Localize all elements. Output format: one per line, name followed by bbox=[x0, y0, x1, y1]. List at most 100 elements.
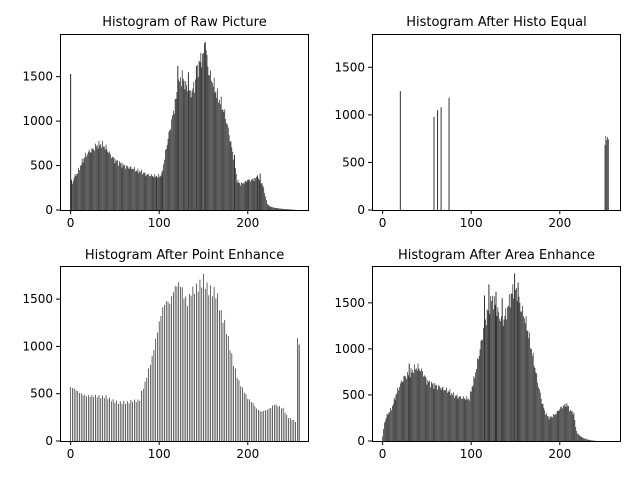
histogram-bar bbox=[565, 406, 567, 441]
histogram-bar bbox=[153, 349, 155, 441]
histogram-bar bbox=[412, 369, 414, 441]
histogram-bar bbox=[391, 410, 392, 441]
histogram-bar bbox=[158, 321, 160, 441]
histogram-bar bbox=[592, 440, 593, 441]
histogram-bar bbox=[245, 394, 247, 441]
histogram-bar bbox=[273, 404, 275, 441]
histogram-bar bbox=[285, 209, 287, 210]
histogram-bar bbox=[263, 411, 265, 441]
y-tick-label: 0 bbox=[357, 434, 365, 448]
histogram-bar bbox=[168, 131, 170, 210]
histogram-bar bbox=[175, 98, 177, 210]
histogram-bar bbox=[569, 411, 570, 441]
histogram-bar bbox=[531, 348, 532, 441]
histogram-bar bbox=[132, 168, 133, 210]
histogram-bar bbox=[272, 207, 273, 210]
histogram-bar bbox=[131, 169, 133, 210]
x-tick-label: 100 bbox=[148, 447, 171, 461]
histogram-bar bbox=[128, 169, 130, 210]
plot-ticks: 0 100 200 0 500 1000 1500 bbox=[22, 70, 259, 230]
histogram-bar bbox=[385, 418, 387, 441]
histogram-bar bbox=[255, 178, 257, 210]
histogram-bar bbox=[522, 305, 523, 441]
histogram-bar bbox=[584, 438, 585, 441]
histogram-bar bbox=[284, 412, 286, 441]
histogram-bar bbox=[95, 143, 96, 210]
histogram-bar bbox=[473, 375, 475, 441]
x-tick-label: 0 bbox=[379, 216, 387, 230]
histogram-bar bbox=[404, 375, 406, 441]
subplot-area-enhance: Histogram After Area Enhance 0 100 200 0 500… bbox=[334, 248, 621, 461]
histogram-bar bbox=[436, 385, 438, 441]
histogram-bar bbox=[250, 401, 252, 441]
y-tick-label: 500 bbox=[342, 155, 365, 169]
histogram-bar bbox=[471, 386, 473, 441]
histogram-bar bbox=[253, 181, 255, 210]
histogram-bar bbox=[276, 208, 278, 210]
histogram-bar bbox=[560, 407, 562, 441]
histogram-bar bbox=[486, 309, 488, 441]
plot-ticks: 0 100 200 0 500 1000 1500 bbox=[22, 292, 259, 461]
histogram-bar bbox=[502, 326, 504, 441]
histogram-bar bbox=[211, 80, 212, 210]
histogram-bar bbox=[466, 396, 468, 441]
histogram-bar bbox=[111, 156, 113, 210]
histogram-bar bbox=[589, 440, 591, 441]
histogram-bar bbox=[469, 400, 470, 441]
histogram-bar bbox=[194, 92, 195, 210]
y-tick-label: 1500 bbox=[334, 60, 365, 74]
histogram-bar bbox=[220, 310, 222, 441]
histogram-bar bbox=[205, 50, 207, 211]
histogram-bar bbox=[489, 314, 491, 441]
histogram-bar bbox=[510, 293, 512, 441]
histogram-bar bbox=[151, 355, 153, 441]
histogram-bar bbox=[150, 174, 152, 210]
histogram-bar bbox=[76, 173, 78, 210]
histogram-bar bbox=[137, 168, 139, 210]
histogram-bar bbox=[209, 75, 211, 210]
histogram-bar bbox=[418, 368, 420, 441]
histogram-bar bbox=[454, 397, 455, 441]
histogram-bar bbox=[483, 328, 484, 441]
histogram-bar bbox=[187, 306, 188, 441]
histogram-bar bbox=[251, 179, 253, 210]
histogram-bar bbox=[249, 179, 250, 210]
y-tick-label: 1500 bbox=[22, 70, 53, 84]
histogram-bar bbox=[438, 385, 439, 441]
histogram-spike bbox=[514, 273, 516, 441]
histogram-bar bbox=[230, 140, 232, 210]
histogram-bar bbox=[100, 398, 102, 441]
histogram-bar bbox=[140, 172, 141, 210]
histogram-bar bbox=[118, 161, 120, 210]
histogram-bar bbox=[282, 407, 284, 441]
histogram-bar bbox=[476, 369, 477, 441]
histogram-bar bbox=[165, 301, 167, 441]
histogram-bar bbox=[543, 407, 545, 441]
histogram-bar bbox=[215, 91, 217, 210]
histogram-bar bbox=[158, 177, 160, 210]
histogram-bar bbox=[482, 339, 484, 441]
histogram-spike bbox=[440, 107, 442, 210]
histogram-bar bbox=[425, 377, 427, 441]
histogram-bar bbox=[405, 376, 407, 441]
histogram-bar bbox=[179, 81, 180, 211]
histogram-bar bbox=[224, 319, 226, 441]
histogram-bar bbox=[79, 393, 80, 441]
histogram-bar bbox=[463, 398, 465, 441]
histogram-bar bbox=[97, 148, 99, 210]
histogram-bar bbox=[98, 140, 100, 210]
histogram-bar bbox=[453, 392, 454, 441]
histogram-bar bbox=[189, 90, 191, 210]
histogram-bar bbox=[423, 375, 425, 441]
histogram-bar bbox=[219, 99, 220, 210]
y-tick-label: 1000 bbox=[334, 108, 365, 122]
histogram-bar bbox=[516, 287, 517, 441]
histogram-bar bbox=[460, 396, 461, 441]
histogram-bar bbox=[256, 176, 257, 210]
histogram-bar bbox=[242, 183, 243, 210]
histogram-bar bbox=[286, 209, 288, 210]
histogram-bar bbox=[244, 180, 246, 210]
histogram-bar bbox=[236, 182, 238, 210]
x-tick-label: 200 bbox=[236, 216, 259, 230]
histogram-bar bbox=[174, 286, 176, 441]
